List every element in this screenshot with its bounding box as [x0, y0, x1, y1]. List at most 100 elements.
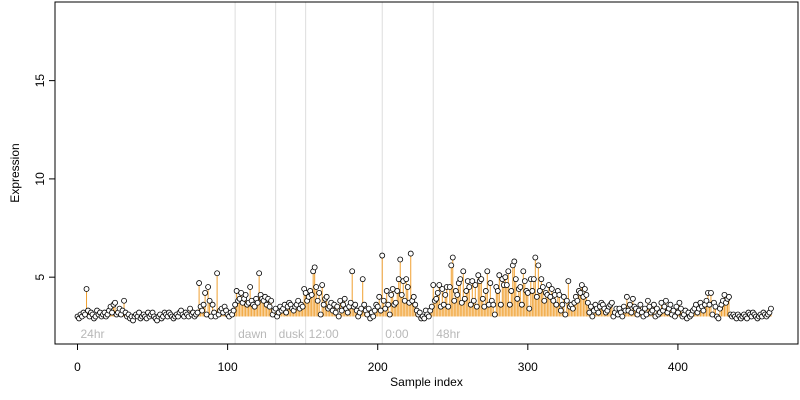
- expression-point: [359, 276, 366, 283]
- expression-point: [187, 305, 193, 312]
- y-axis-label: Expression: [8, 143, 22, 202]
- expression-point: [425, 313, 432, 320]
- expression-point: [121, 297, 127, 304]
- expression-point: [454, 291, 461, 298]
- expression-point: [569, 305, 576, 312]
- expression-point: [550, 297, 557, 304]
- expression-point: [548, 286, 555, 292]
- expression-point: [394, 288, 401, 294]
- expression-point: [416, 309, 423, 316]
- expression-point: [451, 297, 458, 304]
- expression-point: [494, 288, 501, 294]
- expression-point: [449, 254, 456, 261]
- expression-point: [539, 284, 546, 290]
- expression-point: [584, 299, 591, 306]
- expression-point: [299, 303, 306, 310]
- expression-point: [442, 291, 449, 298]
- x-tick-label: 200: [368, 360, 388, 374]
- expression-point: [478, 276, 485, 283]
- expression-point: [341, 295, 348, 302]
- expression-point: [380, 297, 387, 304]
- expression-point: [283, 309, 290, 316]
- expression-point: [589, 313, 596, 320]
- expression-point: [316, 289, 323, 296]
- expression-point: [256, 270, 263, 277]
- expression-point: [496, 272, 503, 279]
- expression-point: [376, 293, 383, 300]
- expression-point: [526, 305, 533, 312]
- expression-point: [768, 305, 774, 312]
- expression-point: [206, 297, 213, 304]
- expression-point: [340, 301, 347, 308]
- expression-point: [311, 264, 318, 271]
- expression-point: [466, 284, 473, 290]
- expression-point: [628, 309, 635, 316]
- expression-point: [247, 284, 254, 290]
- expression-point: [370, 313, 377, 320]
- expression-point: [479, 295, 486, 302]
- expression-point: [320, 301, 327, 308]
- expression-point: [512, 276, 519, 283]
- expression-point: [202, 289, 209, 296]
- expression-point: [374, 303, 381, 310]
- expression-point: [578, 282, 585, 288]
- expression-point: [314, 297, 321, 304]
- expression-point: [446, 284, 453, 290]
- expression-point: [385, 301, 392, 308]
- expression-point: [473, 303, 480, 310]
- expression-point: [403, 276, 410, 283]
- expression-point: [295, 297, 302, 304]
- expression-point: [407, 250, 414, 257]
- expression-point: [469, 278, 476, 285]
- expression-point: [487, 280, 494, 286]
- expression-point: [412, 301, 419, 308]
- expression-point: [521, 278, 528, 285]
- expression-point: [715, 315, 722, 322]
- expression-point: [514, 295, 521, 302]
- y-tick-label: 5: [33, 274, 47, 281]
- expression-point: [553, 301, 560, 308]
- expression-point: [209, 301, 216, 308]
- expression-point: [708, 289, 714, 296]
- expression-point: [484, 268, 491, 275]
- expression-point: [637, 301, 644, 308]
- expression-point: [676, 299, 683, 306]
- expression-point: [629, 295, 636, 302]
- expression-point: [472, 282, 479, 288]
- expression-point: [562, 311, 569, 318]
- expression-point: [559, 301, 566, 308]
- expression-point: [726, 293, 732, 300]
- expression-point: [404, 284, 411, 290]
- expression-point: [577, 289, 584, 296]
- x-tick-label: 100: [218, 360, 238, 374]
- expression-point: [428, 303, 435, 310]
- expression-point: [581, 286, 588, 292]
- expression-point: [317, 311, 324, 318]
- expression-point: [268, 297, 275, 304]
- expression-point: [520, 268, 527, 275]
- expression-point: [583, 291, 590, 298]
- expression-point: [382, 305, 389, 312]
- expression-point: [667, 301, 674, 308]
- expression-point: [410, 293, 417, 300]
- expression-point: [308, 291, 315, 298]
- expression-point: [503, 282, 510, 288]
- expression-point: [457, 276, 464, 283]
- expression-point: [379, 252, 386, 259]
- expression-point: [371, 307, 378, 314]
- expression-point: [663, 297, 669, 304]
- expression-point: [242, 291, 249, 298]
- expression-point: [445, 303, 452, 310]
- expression-point: [365, 305, 372, 312]
- expression-point: [266, 303, 273, 310]
- expression-point: [214, 270, 221, 277]
- expression-point: [497, 301, 504, 308]
- expression-point: [517, 284, 524, 290]
- expression-point: [397, 256, 404, 263]
- expression-point: [112, 299, 118, 306]
- expression-point: [200, 301, 207, 308]
- expression-point: [565, 278, 572, 285]
- y-tick-label: 10: [33, 172, 47, 186]
- group-label: 0:00: [385, 327, 409, 341]
